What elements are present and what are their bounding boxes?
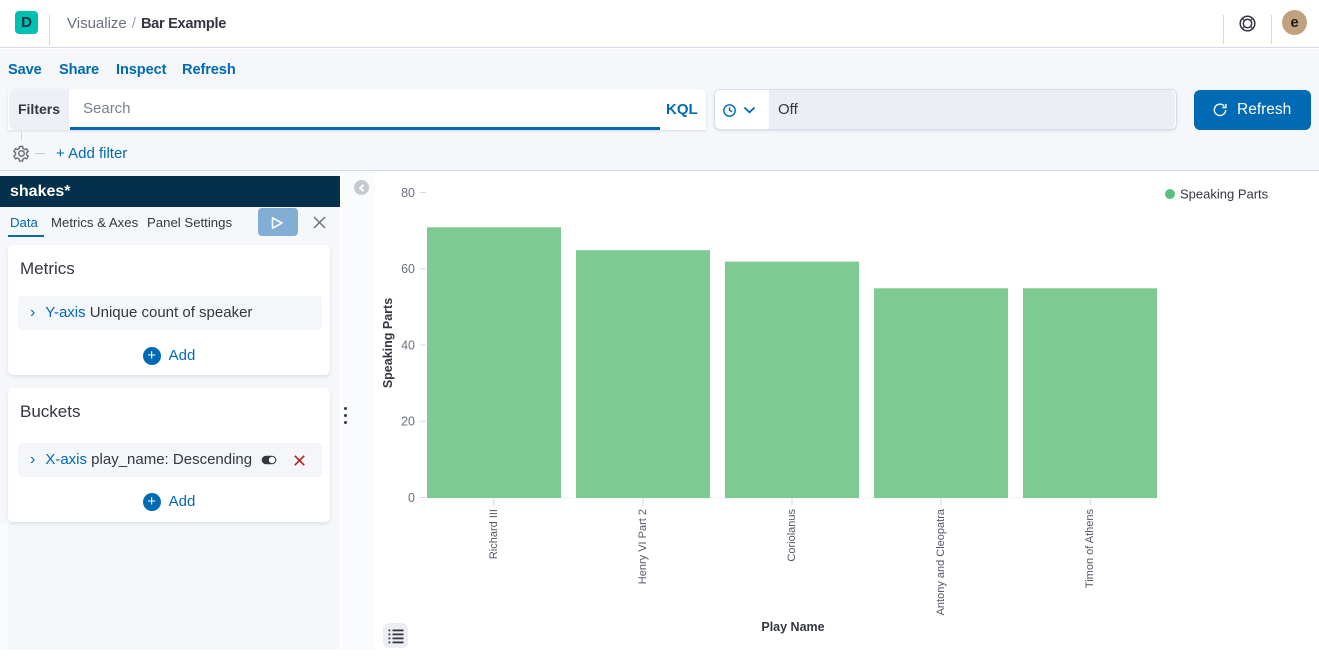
svg-text:Timon of Athens: Timon of Athens: [1084, 509, 1096, 589]
svg-text:Coriolanus: Coriolanus: [786, 509, 798, 562]
svg-text:Speaking Parts: Speaking Parts: [1180, 187, 1269, 202]
svg-text:0: 0: [408, 491, 415, 505]
svg-text:60: 60: [401, 262, 415, 276]
svg-text:Antony and Cleopatra: Antony and Cleopatra: [935, 508, 947, 615]
svg-text:Richard III: Richard III: [488, 509, 500, 559]
svg-text:Play Name: Play Name: [761, 620, 824, 634]
svg-text:20: 20: [401, 415, 415, 429]
svg-text:Henry VI Part 2: Henry VI Part 2: [637, 509, 649, 584]
svg-text:40: 40: [401, 339, 415, 353]
svg-text:80: 80: [401, 186, 415, 200]
svg-text:Speaking Parts: Speaking Parts: [381, 298, 395, 388]
